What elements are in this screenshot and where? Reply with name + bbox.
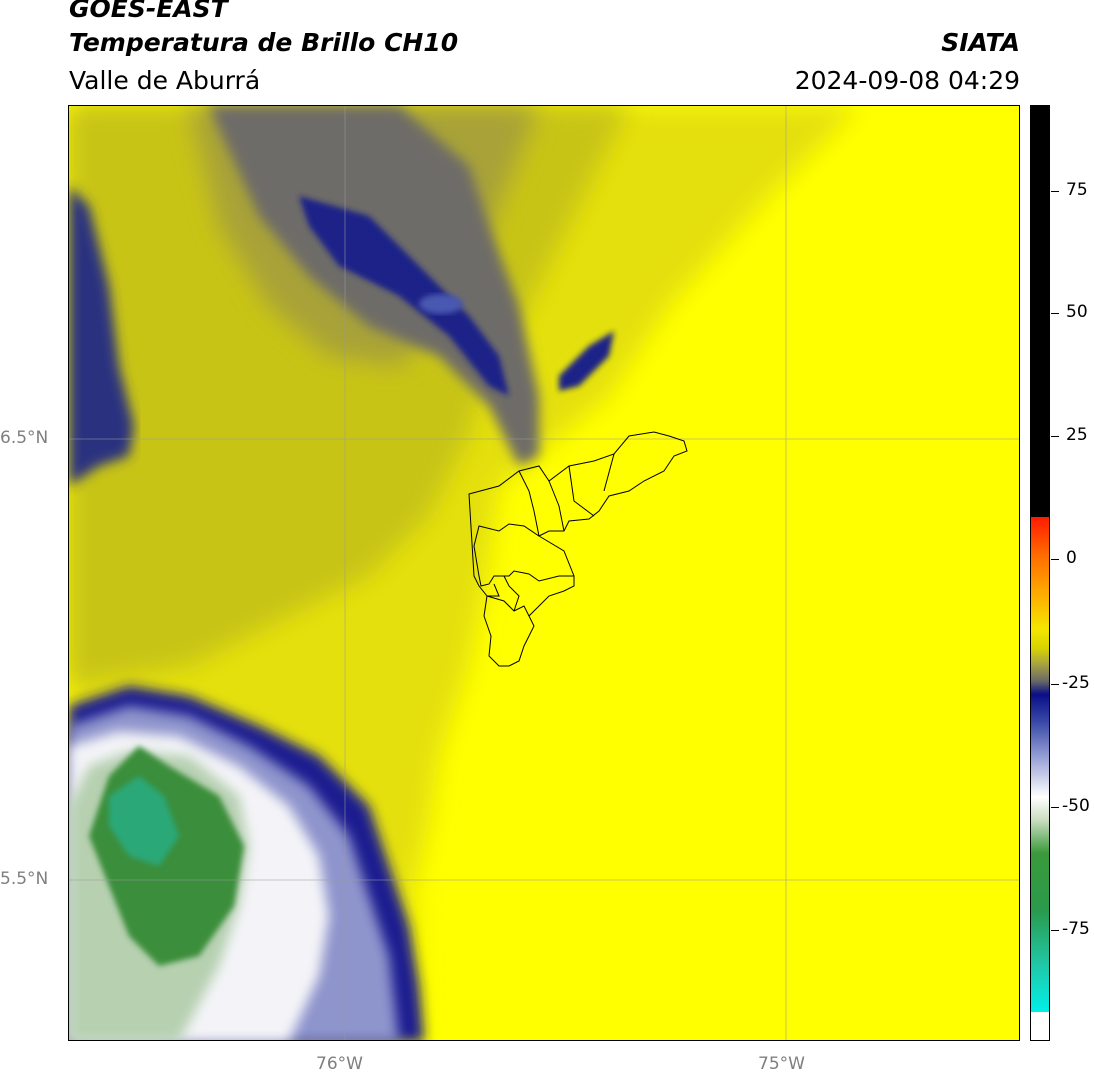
colorbar-label: -50 (1062, 796, 1090, 816)
light-blue-spot (419, 294, 463, 314)
navy-left-edge (69, 186, 134, 486)
title-product: Temperatura de Brillo CH10 (69, 28, 459, 57)
navy-blob-east (559, 331, 614, 391)
agency-label: SIATA (941, 28, 1020, 57)
grey-cloud-ridge (209, 106, 539, 466)
colorbar-tick (1051, 930, 1059, 931)
colorbar-tick (1051, 313, 1059, 314)
cold-cloud-teal-core (109, 776, 179, 866)
graticule (69, 106, 1019, 1040)
colorbar-tick (1051, 684, 1059, 685)
colorbar-label: 25 (1066, 425, 1088, 445)
lon-tick-label: 76°W (316, 1054, 363, 1074)
aburra-valley-outline (468, 431, 688, 667)
colorbar-tick (1051, 807, 1059, 808)
lat-tick-label: 5.5°N (0, 869, 49, 889)
map-panel (68, 105, 1020, 1041)
colorbar-label: 0 (1066, 548, 1077, 568)
navy-cloud-core (299, 196, 509, 396)
colorbar-tick (1051, 559, 1059, 560)
colorbar-label: -25 (1062, 673, 1090, 693)
lon-tick-label: 75°W (758, 1054, 805, 1074)
title-satellite: GOES-EAST (69, 0, 228, 23)
colorbar-tick (1051, 436, 1059, 437)
lat-tick-label: 6.5°N (0, 428, 49, 448)
colorbar (1030, 105, 1050, 1041)
colorbar-label: 50 (1066, 302, 1088, 322)
colorbar-label: -75 (1062, 919, 1090, 939)
colorbar-label: 75 (1066, 180, 1088, 200)
region-subtitle: Valle de Aburrá (69, 66, 261, 95)
colorbar-tick (1051, 191, 1059, 192)
map-canvas (69, 106, 1019, 1040)
timestamp: 2024-09-08 04:29 (794, 66, 1020, 95)
